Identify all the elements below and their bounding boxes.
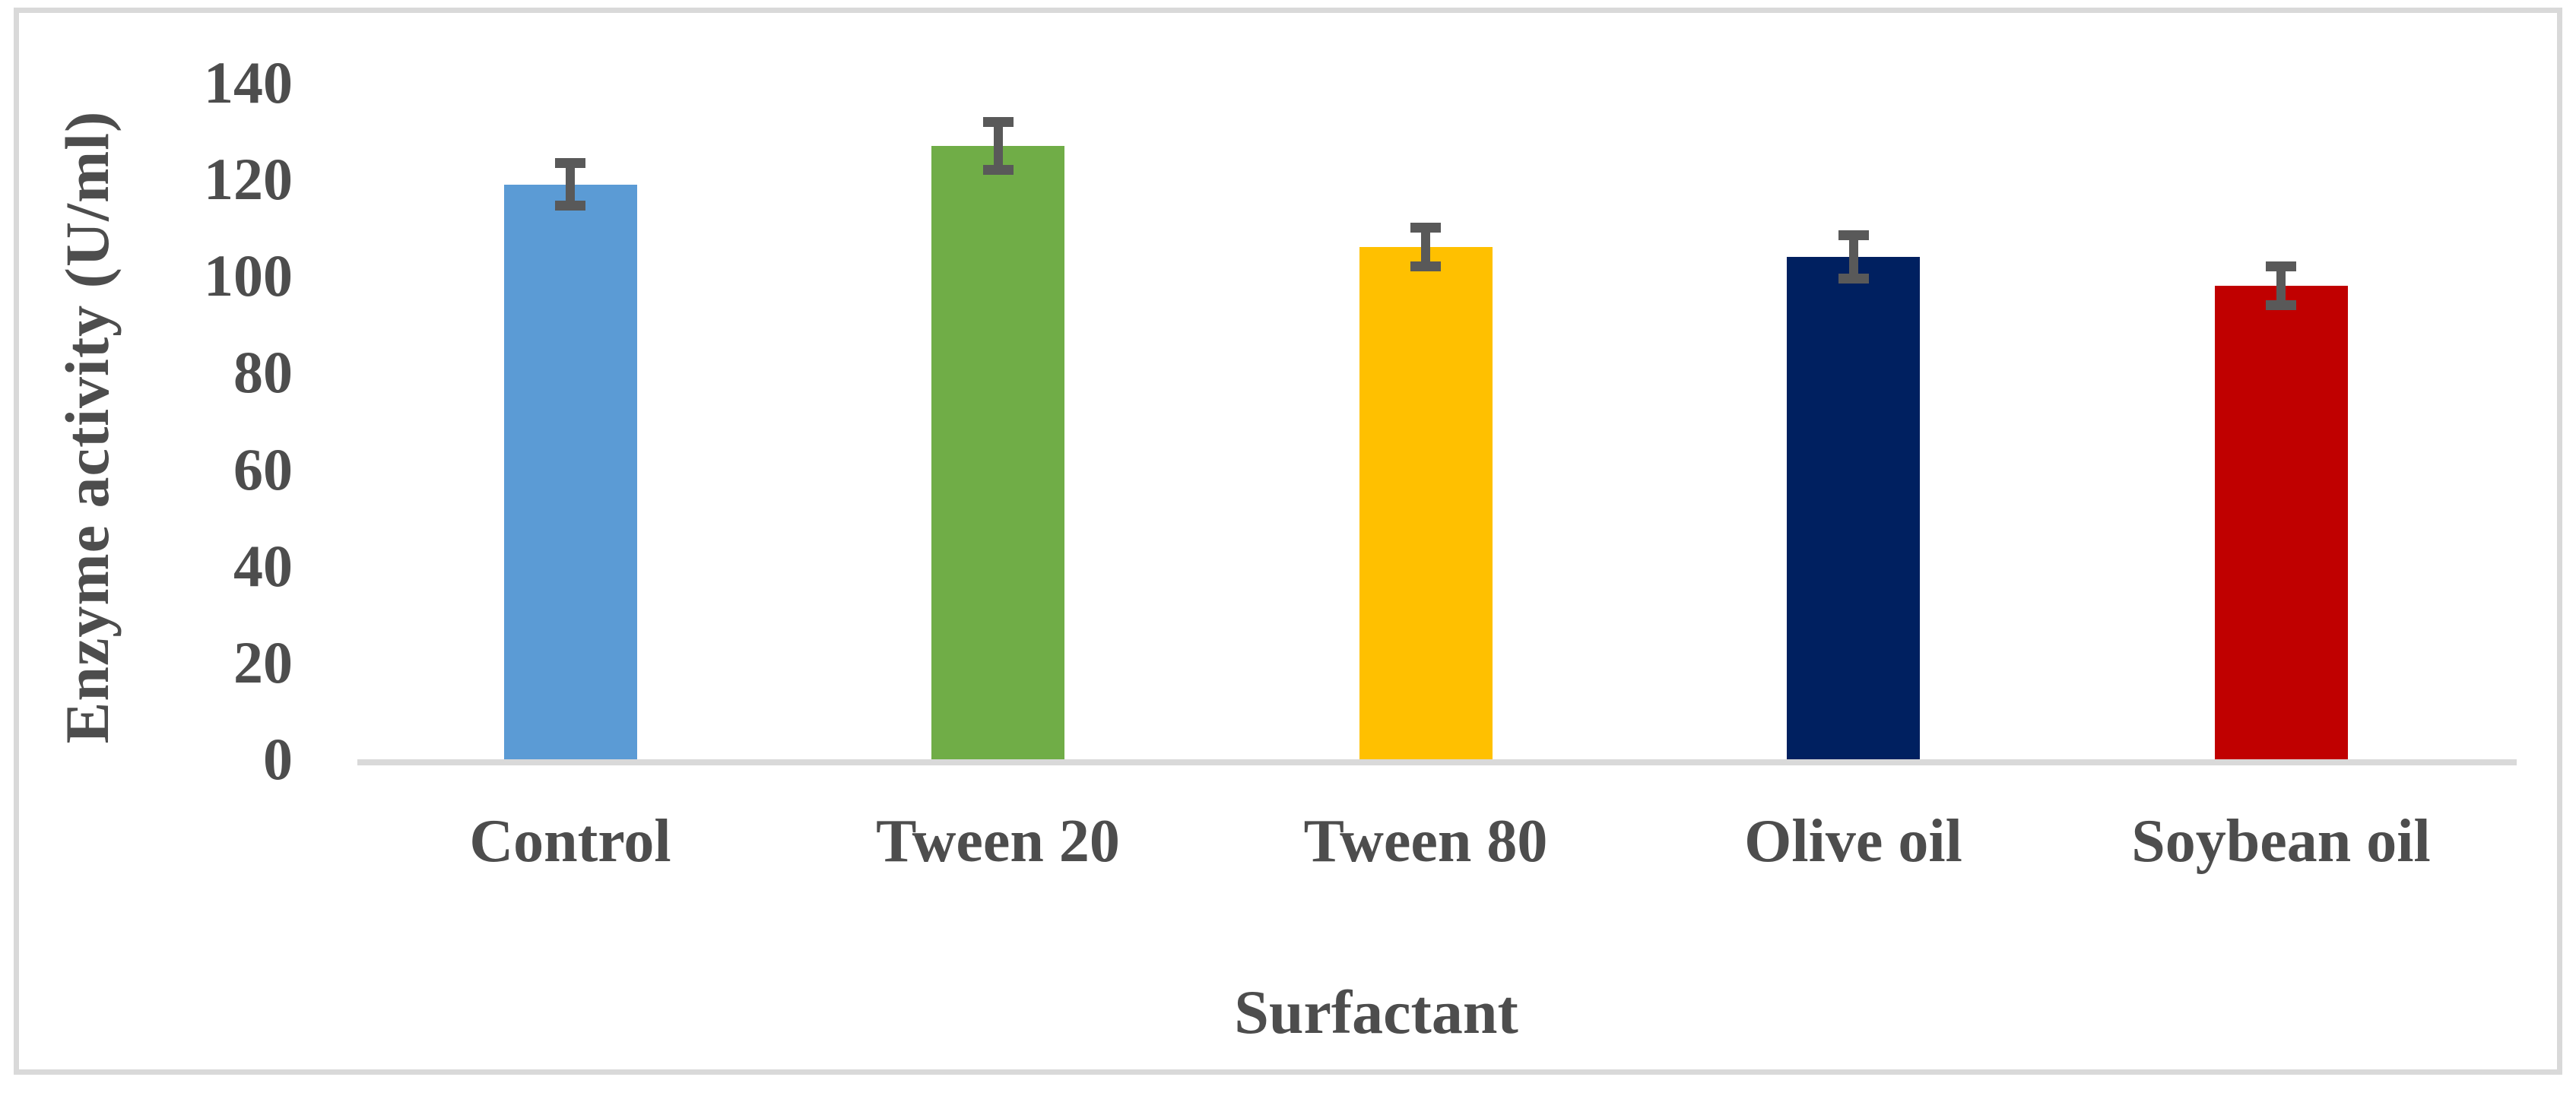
bar bbox=[503, 184, 637, 759]
y-tick-label: 0 bbox=[263, 726, 293, 792]
error-bar bbox=[2266, 261, 2296, 310]
error-bar bbox=[982, 116, 1014, 175]
error-bar-stem bbox=[1848, 230, 1858, 284]
x-category-label: Soybean oil bbox=[2131, 808, 2431, 875]
y-tick-label: 20 bbox=[233, 629, 293, 695]
error-bar-bottom-cap bbox=[1838, 273, 1869, 284]
y-tick-label: 120 bbox=[204, 146, 293, 213]
bar bbox=[1359, 247, 1493, 759]
error-bar-top-cap bbox=[2266, 261, 2296, 272]
error-bar-top-cap bbox=[555, 157, 585, 168]
x-category-label: Tween 20 bbox=[876, 808, 1120, 875]
error-bar-top-cap bbox=[982, 116, 1014, 127]
x-axis-title: Surfactant bbox=[1234, 977, 1518, 1047]
error-bar-top-cap bbox=[1838, 230, 1869, 240]
error-bar-stem bbox=[993, 116, 1003, 175]
bar bbox=[931, 145, 1064, 759]
error-bar-stem bbox=[566, 157, 575, 211]
error-bar bbox=[1410, 223, 1441, 271]
error-bar-bottom-cap bbox=[1410, 261, 1441, 271]
x-category-label: Control bbox=[469, 808, 671, 875]
error-bar-bottom-cap bbox=[982, 164, 1014, 175]
chart-figure-frame bbox=[14, 8, 2562, 1075]
error-bar-top-cap bbox=[1410, 223, 1441, 233]
error-bar bbox=[555, 157, 585, 211]
bar bbox=[2214, 286, 2348, 759]
error-bar-stem bbox=[1421, 223, 1430, 271]
error-bar-bottom-cap bbox=[555, 201, 585, 211]
x-category-label: Tween 80 bbox=[1303, 808, 1548, 875]
y-tick-label: 80 bbox=[233, 339, 293, 406]
y-tick-label: 60 bbox=[233, 436, 293, 502]
error-bar-stem bbox=[2276, 261, 2286, 310]
x-category-label: Olive oil bbox=[1744, 808, 1962, 875]
error-bar bbox=[1838, 230, 1869, 284]
y-tick-label: 40 bbox=[233, 532, 293, 599]
y-tick-label: 100 bbox=[204, 242, 293, 309]
error-bar-bottom-cap bbox=[2266, 299, 2296, 310]
y-tick-label: 140 bbox=[204, 49, 293, 116]
x-axis-line bbox=[357, 759, 2517, 765]
bar bbox=[1787, 256, 1920, 759]
